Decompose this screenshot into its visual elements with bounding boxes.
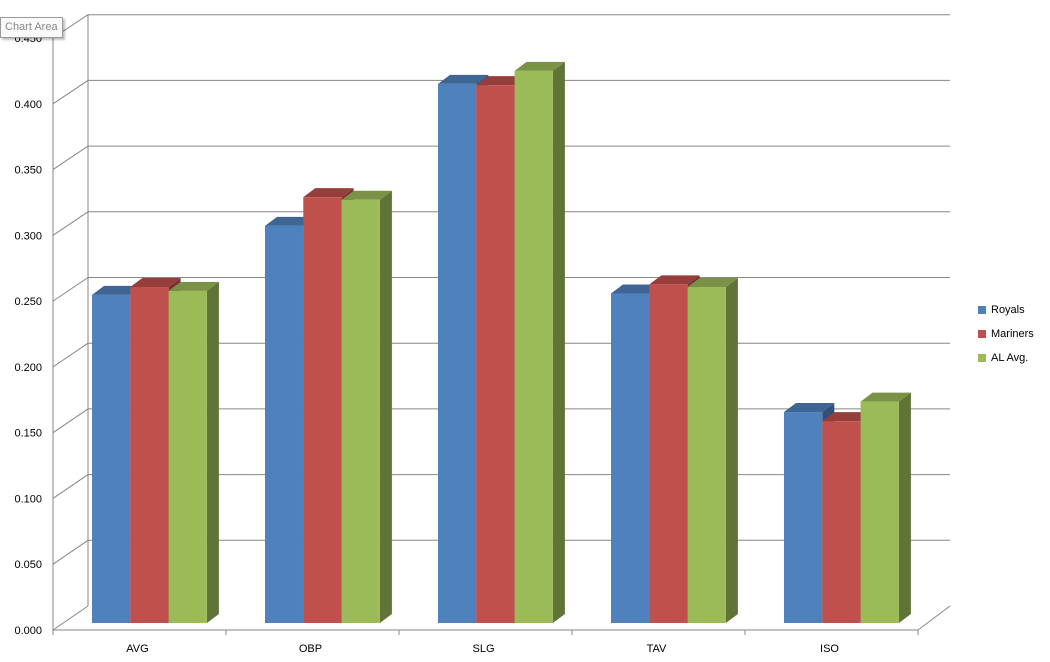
chart-area-tooltip: Chart Area xyxy=(0,17,63,38)
bar-tav-alavg xyxy=(687,278,738,623)
bar-front xyxy=(784,412,823,623)
x-tick-label: TAV xyxy=(647,643,667,655)
legend-item-royals: Royals xyxy=(978,298,1034,322)
y-tick-label: 0.200 xyxy=(14,362,42,374)
bar-front xyxy=(92,294,131,623)
bar-top xyxy=(611,284,662,294)
bar-top xyxy=(168,281,219,291)
y-tick-label: 0.100 xyxy=(14,493,42,505)
bar-front xyxy=(130,287,169,623)
bar-top xyxy=(649,275,700,285)
bar-top xyxy=(303,188,354,198)
bar-top xyxy=(130,278,181,288)
bar-iso-alavg xyxy=(860,392,911,623)
bar-top xyxy=(784,403,835,413)
side-gridline xyxy=(52,277,89,302)
x-axis-depth xyxy=(917,605,951,631)
bar-slg-alavg xyxy=(514,61,565,623)
y-tick-label: 0.400 xyxy=(14,99,42,111)
bar-front xyxy=(514,70,553,623)
side-gridline xyxy=(52,539,89,565)
side-gridline xyxy=(52,211,89,236)
x-tick-label: ISO xyxy=(820,643,839,655)
legend-item-al-avg: AL Avg. xyxy=(978,346,1034,370)
legend-swatch-al-avg xyxy=(978,354,986,362)
axis-labels: 0.000 0.050 0.100 0.150 0.200 0.250 0.300 0.350… xyxy=(14,33,839,655)
side-gridline xyxy=(52,79,89,105)
bar-top xyxy=(341,190,392,200)
bar-front xyxy=(341,199,380,623)
bar-front xyxy=(438,83,477,623)
bar-side xyxy=(206,281,219,623)
bar-top xyxy=(687,278,738,288)
bar-side xyxy=(898,392,911,623)
bar-front xyxy=(860,401,899,623)
bar-side xyxy=(379,190,392,623)
bar-front xyxy=(649,284,688,623)
legend-swatch-mariners xyxy=(978,330,986,338)
y-tick-label: 0.250 xyxy=(14,296,42,308)
x-tick-label: OBP xyxy=(299,643,322,655)
bar-front xyxy=(687,287,726,623)
y-tick-label: 0.350 xyxy=(14,165,42,177)
legend-item-mariners: Mariners xyxy=(978,322,1034,346)
y-tick-label: 0.050 xyxy=(14,559,42,571)
y-tick-label: 0.150 xyxy=(14,428,42,440)
bar-top xyxy=(514,61,565,71)
bar-top xyxy=(476,76,527,86)
bar-front xyxy=(265,225,304,624)
side-gridline xyxy=(52,474,89,499)
bar-top xyxy=(92,285,143,295)
bars xyxy=(92,61,911,624)
side-gridline xyxy=(52,605,89,631)
legend-label-royals: Royals xyxy=(991,304,1025,316)
bar-front xyxy=(476,85,515,623)
bar-side xyxy=(725,278,738,623)
side-gridline xyxy=(52,145,89,170)
legend: Royals Mariners AL Avg. xyxy=(978,298,1034,370)
bar-avg-alavg xyxy=(168,281,219,623)
y-tick-label: 0.000 xyxy=(14,625,42,637)
bar-front xyxy=(611,293,650,623)
bar-front xyxy=(168,290,207,623)
legend-swatch-royals xyxy=(978,306,986,314)
bar-top xyxy=(860,392,911,402)
legend-label-mariners: Mariners xyxy=(991,328,1034,340)
y-tick-label: 0.300 xyxy=(14,230,42,242)
side-gridline xyxy=(52,408,89,434)
side-gridline xyxy=(52,342,89,368)
bar-top xyxy=(438,74,489,84)
bar-top xyxy=(265,216,316,226)
bar-top xyxy=(822,412,873,422)
bar-obp-alavg xyxy=(341,190,392,623)
bar-front xyxy=(303,197,342,623)
legend-label-al-avg: AL Avg. xyxy=(991,352,1029,364)
axes xyxy=(52,14,951,635)
x-tick-label: AVG xyxy=(126,643,148,655)
bar-front xyxy=(822,421,861,623)
x-tick-label: SLG xyxy=(472,643,494,655)
bar-side xyxy=(552,61,565,623)
